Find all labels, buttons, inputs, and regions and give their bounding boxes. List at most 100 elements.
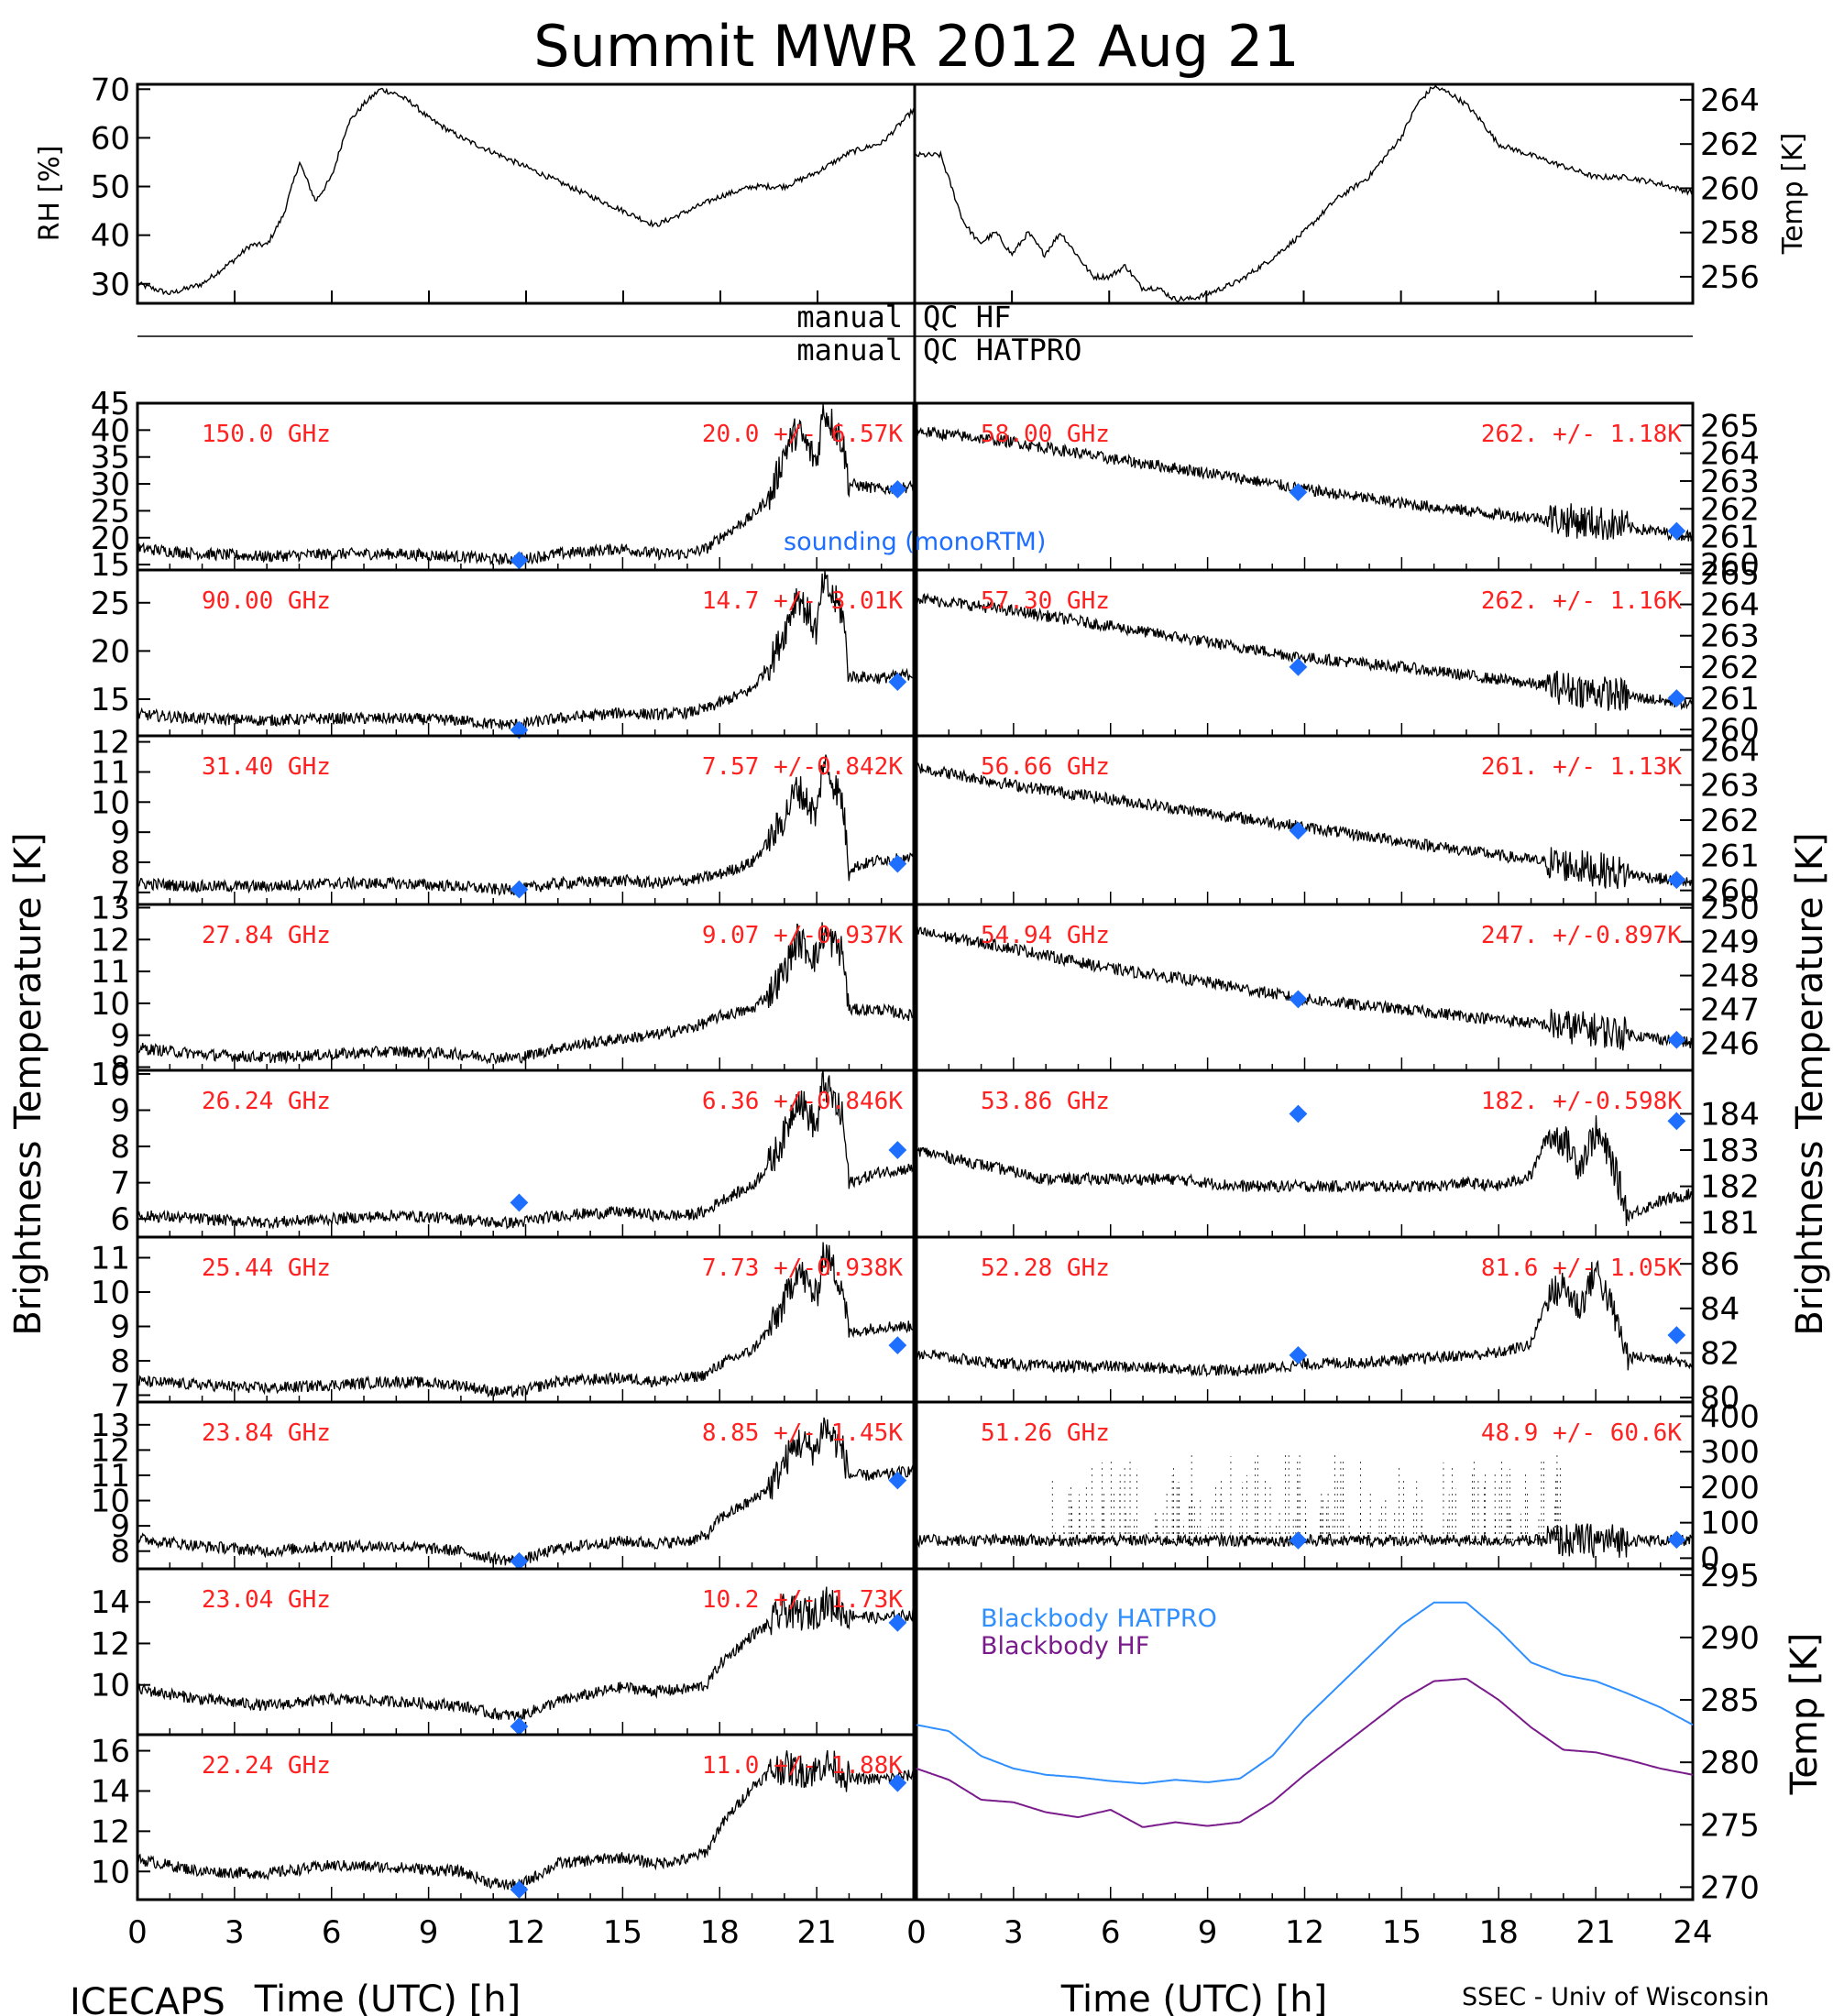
y-tick-label: 263 — [1700, 464, 1760, 500]
y-tick-label: 264 — [1700, 587, 1760, 624]
x-tick-label-left: 15 — [603, 1914, 642, 1951]
sounding-point — [888, 1613, 907, 1632]
sounding-point — [888, 1336, 907, 1355]
rh-ylabel: RH [%] — [34, 146, 66, 242]
panel-stat-label: 20.0 +/- 6.57K — [702, 421, 903, 448]
y-tick-label: 11 — [91, 954, 130, 991]
x-tick-label-right: 9 — [1198, 1914, 1218, 1951]
y-tick-label: 248 — [1700, 959, 1760, 995]
sounding-point — [888, 673, 907, 691]
y-tick-label: 260 — [1700, 873, 1760, 910]
y-tick-label: 182 — [1700, 1169, 1760, 1206]
sounding-point — [1667, 1530, 1686, 1550]
panel-frequency-label: 56.66 GHz — [981, 753, 1110, 781]
footer-right: SSEC - Univ of Wisconsin — [1462, 1983, 1769, 2011]
tb-series-line — [137, 1749, 915, 1893]
y-tick-label: 260 — [1700, 712, 1760, 749]
x-tick-label-right: 21 — [1575, 1914, 1615, 1951]
y-tick-label: 15 — [91, 682, 130, 718]
left-xlabel: Time (UTC) [h] — [254, 1978, 521, 2016]
sounding-point — [510, 880, 529, 899]
panel-stat-label: 262. +/- 1.18K — [1481, 421, 1682, 448]
tb-series-line — [137, 1586, 915, 1722]
y-tick-label: 45 — [91, 386, 130, 422]
panel-stat-label: 6.36 +/-0.846K — [702, 1088, 903, 1115]
panel-frequency-label: 54.94 GHz — [981, 922, 1110, 949]
y-tick-label: 6 — [110, 1201, 130, 1238]
y-tick-label: 12 — [91, 922, 130, 959]
panel-stat-label: 182. +/-0.598K — [1481, 1088, 1682, 1115]
sounding-point — [1667, 689, 1686, 707]
panel-stat-label: 262. +/- 1.16K — [1481, 587, 1682, 615]
left-ylabel: Brightness Temperature [K] — [7, 832, 49, 1335]
legend-blackbody-hatpro: Blackbody HATPRO — [981, 1605, 1217, 1633]
y-tick-label: 200 — [1700, 1470, 1760, 1507]
panel-frequency-label: 23.04 GHz — [202, 1586, 331, 1614]
blackbody-series-0 — [916, 1601, 1694, 1785]
x-tick-label-right: 6 — [1101, 1914, 1121, 1951]
sounding-point — [510, 1880, 529, 1899]
sounding-point — [510, 1193, 529, 1212]
rh-tick-label: 60 — [91, 120, 130, 157]
panel-frequency-label: 90.00 GHz — [202, 587, 331, 615]
panel-stat-label: 10.2 +/- 1.73K — [702, 1586, 903, 1614]
y-tick-label: 7 — [110, 1166, 130, 1202]
panel-frequency-label: 53.86 GHz — [981, 1088, 1110, 1115]
y-tick-label: 9 — [110, 1018, 130, 1055]
y-tick-label: 11 — [91, 1241, 130, 1277]
qc-hatpro-right-label: QC HATPRO — [923, 333, 1081, 367]
temp-series — [914, 84, 1694, 302]
panel-frequency-label: 25.44 GHz — [202, 1255, 331, 1282]
sounding-point — [888, 1471, 907, 1490]
x-tick-label-right: 18 — [1479, 1914, 1519, 1951]
y-tick-label: 10 — [91, 986, 130, 1023]
tb-series-line — [137, 1070, 915, 1230]
y-tick-label: 10 — [91, 1668, 130, 1704]
x-tick-label-left: 18 — [700, 1914, 740, 1951]
y-tick-label: 12 — [91, 1626, 130, 1662]
met-panels: 70 60 50 40 30 264 262 260 258 256 RH [%] Temp [K] — [34, 71, 1809, 305]
x-tick-label-left: 6 — [322, 1914, 342, 1951]
sounding-point — [510, 551, 529, 570]
panel-frequency-label: 26.24 GHz — [202, 1088, 331, 1115]
y-tick-label: 13 — [91, 1408, 130, 1444]
y-tick-label: 12 — [91, 1813, 130, 1850]
rh-tick-label: 70 — [91, 71, 130, 108]
qc-hf-right-label: QC HF — [923, 300, 1011, 334]
x-tick-label-left: 3 — [225, 1914, 245, 1951]
blackbody-ylabel: Temp [K] — [1784, 1633, 1826, 1796]
y-tick-label: 8 — [110, 1343, 130, 1380]
y-tick-label: 14 — [91, 1584, 130, 1621]
panel-stat-label: 7.57 +/-0.842K — [702, 753, 903, 781]
x-tick-label-right: 24 — [1673, 1914, 1712, 1951]
panel-frequency-label: 51.26 GHz — [981, 1419, 1110, 1447]
tb-series-line — [137, 922, 915, 1065]
chart-title: Summit MWR 2012 Aug 21 — [533, 13, 1299, 80]
y-tick-label: 9 — [110, 1093, 130, 1130]
sounding-point — [1667, 1030, 1686, 1049]
tb-series-line — [916, 1115, 1694, 1227]
y-tick-label: 250 — [1700, 891, 1760, 927]
temp-ylabel: Temp [K] — [1777, 133, 1809, 256]
y-tick-label: 400 — [1700, 1398, 1760, 1435]
bb-tick-label: 290 — [1700, 1620, 1760, 1657]
temp-tick-label: 260 — [1700, 170, 1760, 207]
y-tick-label: 262 — [1700, 803, 1760, 839]
y-tick-label: 261 — [1700, 520, 1760, 556]
panel-stat-label: 9.07 +/-0.937K — [702, 922, 903, 949]
panel-frequency-label: 27.84 GHz — [202, 922, 331, 949]
y-tick-label: 264 — [1700, 732, 1760, 769]
sounding-point — [1289, 1104, 1308, 1123]
y-tick-label: 9 — [110, 1508, 130, 1545]
panel-stat-label: 81.6 +/- 1.05K — [1481, 1255, 1682, 1282]
x-tick-label-right: 3 — [1004, 1914, 1024, 1951]
